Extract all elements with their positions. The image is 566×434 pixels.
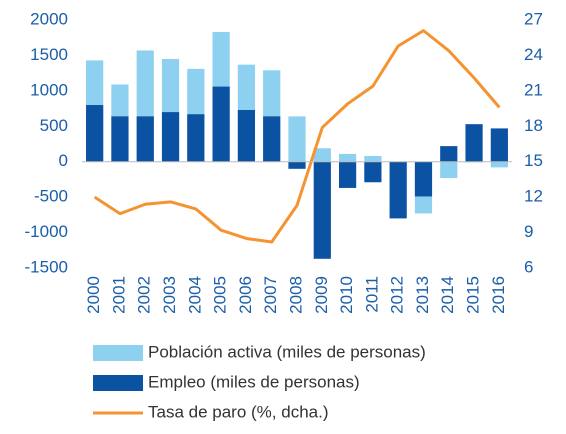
y2-tick-label: 24 (524, 45, 543, 64)
y2-tick-label: 21 (524, 80, 543, 99)
x-tick-label: 2009 (312, 276, 331, 314)
y2-tick-label: 27 (524, 9, 543, 28)
legend-label: Tasa de paro (%, dcha.) (148, 402, 328, 421)
legend-label: Población activa (miles de personas) (148, 342, 426, 361)
x-tick-label: 2004 (185, 276, 204, 314)
legend-swatch (93, 375, 143, 391)
y2-tick-label: 9 (524, 222, 533, 241)
bar (237, 109, 256, 162)
y-tick-label: 500 (40, 116, 68, 135)
bar (212, 86, 230, 162)
y2-tick-label: 6 (524, 257, 533, 276)
x-tick-label: 2001 (109, 276, 128, 314)
x-tick-label: 2005 (211, 276, 230, 314)
legend-label: Empleo (miles de personas) (148, 372, 360, 391)
x-tick-label: 2011 (362, 276, 381, 313)
x-tick-label: 2013 (413, 276, 432, 314)
bar (465, 124, 483, 162)
bar (86, 105, 104, 162)
bar (288, 161, 306, 169)
bar (440, 146, 458, 162)
y-tick-label: -500 (34, 187, 68, 206)
bar (187, 114, 205, 162)
bar (111, 116, 129, 162)
x-tick-label: 2015 (464, 276, 483, 314)
bar (288, 116, 306, 162)
bar (490, 161, 508, 168)
y-tick-label: 1000 (30, 80, 68, 99)
bar (338, 161, 357, 188)
y-tick-label: -1500 (25, 257, 68, 276)
x-tick-label: 2012 (388, 276, 407, 314)
bar (338, 153, 357, 162)
x-tick-label: 2003 (160, 276, 179, 314)
y-tick-label: 1500 (30, 45, 68, 64)
bar (414, 161, 433, 197)
x-tick-label: 2007 (261, 276, 280, 314)
bar (490, 128, 508, 162)
legend-swatch (93, 345, 143, 361)
x-tick-label: 2006 (236, 276, 255, 314)
x-tick-label: 2016 (489, 276, 508, 314)
y2-tick-label: 18 (524, 116, 543, 135)
bar (263, 116, 281, 162)
y-tick-label: -1000 (25, 222, 68, 241)
x-tick-label: 2014 (438, 276, 457, 314)
x-tick-label: 2000 (84, 276, 103, 314)
bar (313, 161, 331, 259)
y-tick-label: 2000 (30, 9, 68, 28)
x-tick-label: 2008 (286, 276, 305, 314)
x-tick-label: 2002 (135, 276, 154, 314)
bar (389, 161, 407, 219)
bar (364, 156, 382, 162)
bar (136, 116, 154, 162)
y2-tick-label: 15 (524, 151, 543, 170)
bar (313, 148, 331, 162)
x-tick-label: 2010 (337, 276, 356, 314)
bar (440, 161, 458, 179)
bar (161, 112, 180, 162)
y2-tick-label: 12 (524, 187, 543, 206)
line (93, 29, 501, 244)
y-tick-label: 0 (59, 151, 68, 170)
bar (364, 161, 382, 183)
